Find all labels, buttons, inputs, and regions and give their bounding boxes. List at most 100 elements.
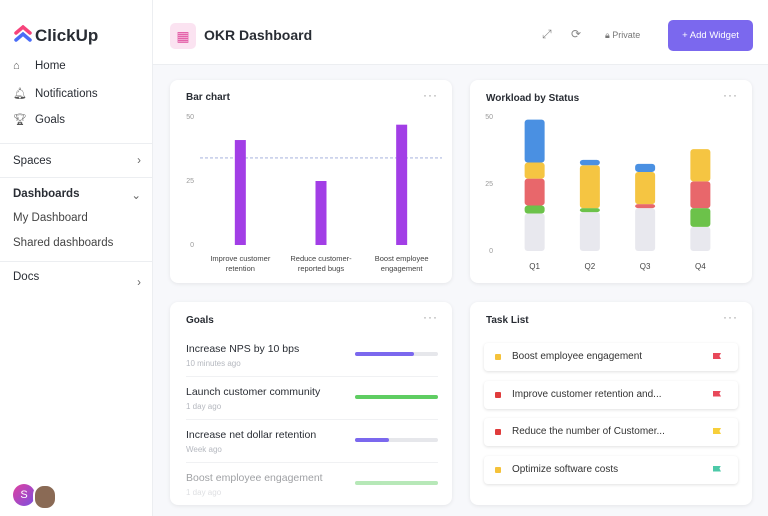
goal-item[interactable]: Boost employee engagement 1 day ago bbox=[170, 469, 452, 505]
privacy-label: Private bbox=[612, 30, 641, 40]
refresh-button[interactable]: ⟳ bbox=[571, 27, 582, 41]
dashboard-link[interactable]: Shared dashboards bbox=[13, 237, 114, 249]
priority-flag bbox=[713, 390, 721, 397]
divider bbox=[186, 462, 438, 463]
y-tick-label: 25 bbox=[485, 181, 493, 188]
privacy-button[interactable]: 🔒︎ Private bbox=[605, 30, 641, 40]
menu-button[interactable]: ··· bbox=[423, 310, 438, 324]
divider bbox=[186, 419, 438, 420]
nav-item[interactable]: ⌂ Home bbox=[13, 60, 66, 72]
priority-flag bbox=[713, 353, 721, 359]
nav-item[interactable]: 🔔︎ Notifications bbox=[13, 87, 98, 100]
divider bbox=[0, 177, 152, 178]
x-tick-label: Boost employee engagement bbox=[374, 254, 429, 273]
widget-title: Bar chart bbox=[186, 92, 230, 103]
sidebar: ClickUp Spaces › Dashboards ⌄ Docs › S ⌂ Hom… bbox=[0, 0, 153, 516]
status-dot bbox=[495, 429, 501, 435]
task-item[interactable]: Improve customer retention and... bbox=[484, 380, 738, 409]
progress-fill bbox=[355, 395, 438, 399]
y-tick-label: 25 bbox=[186, 178, 194, 185]
bar-segment bbox=[635, 208, 656, 251]
nav-label: Home bbox=[35, 60, 66, 72]
widget-title: Workload by Status bbox=[486, 93, 580, 104]
chevron: › bbox=[137, 155, 141, 167]
dashboards-label: Dashboards bbox=[13, 188, 80, 200]
x-tick-label: Reduce customer-reported bugs bbox=[290, 254, 352, 273]
dashboard-link[interactable]: My Dashboard bbox=[13, 212, 88, 224]
y-tick-label: 50 bbox=[186, 114, 194, 121]
y-tick-label: 0 bbox=[190, 242, 194, 249]
goal-time: 1 day ago bbox=[186, 488, 222, 497]
goal-time: 10 minutes ago bbox=[186, 359, 241, 368]
goals-widget: ··· Goals Increase NPS by 10 bps 10 minutes… bbox=[170, 302, 452, 505]
progress-fill bbox=[355, 438, 390, 442]
goal-item[interactable]: Increase NPS by 10 bps 10 minutes ago bbox=[170, 340, 452, 383]
dashboards-link[interactable]: Dashboards ⌄ bbox=[13, 188, 141, 202]
bar-segment bbox=[579, 159, 600, 166]
avatar-photo bbox=[33, 484, 57, 510]
task-name: Optimize software costs bbox=[512, 463, 619, 475]
avatar[interactable]: S bbox=[13, 484, 35, 506]
bar-segment bbox=[579, 165, 600, 209]
nav-label: Notifications bbox=[35, 87, 98, 100]
header: ▦ OKR Dashboard ⤢ ⟳ 🔒︎ Private + Add Wid… bbox=[153, 0, 768, 65]
add-widget-button[interactable]: + Add Widget bbox=[668, 20, 753, 51]
progress-track bbox=[355, 481, 438, 485]
nav-item[interactable]: 🏆︎ Goals bbox=[13, 113, 65, 126]
spaces-label: Spaces bbox=[13, 155, 52, 167]
x-tick-label: Q1 bbox=[529, 262, 540, 271]
chevron: ⌄ bbox=[131, 190, 141, 202]
task-item[interactable]: Optimize software costs bbox=[484, 455, 738, 484]
progress-fill bbox=[355, 352, 414, 356]
x-tick-label: Improve customer retention bbox=[210, 254, 271, 273]
workload-widget: ··· Workload by Status 0 25 50 Q1 Q2 Q3 Q4 bbox=[470, 80, 752, 283]
widget-title: Task List bbox=[486, 315, 529, 326]
bar-segment bbox=[635, 171, 656, 205]
task-name: Reduce the number of Customer... bbox=[512, 426, 665, 437]
task-item[interactable]: Reduce the number of Customer... bbox=[484, 418, 738, 446]
bar-chart-widget: ··· Bar chart 0 25 50 Improve customer retent… bbox=[170, 80, 452, 283]
y-tick-label: 50 bbox=[485, 114, 493, 121]
bar-segment bbox=[579, 212, 600, 251]
goal-name: Launch customer community bbox=[186, 386, 321, 398]
divider bbox=[0, 143, 152, 144]
nav-icon: 🏆︎ bbox=[13, 114, 27, 126]
task-name: Boost employee engagement bbox=[512, 351, 643, 362]
menu-button[interactable]: ··· bbox=[723, 310, 738, 324]
y-tick-label: 0 bbox=[489, 248, 493, 255]
bar-segment bbox=[690, 226, 711, 251]
bar-segment bbox=[524, 119, 545, 163]
expand-button[interactable]: ⤢ bbox=[542, 27, 552, 41]
menu-button[interactable]: ··· bbox=[423, 88, 438, 102]
chart: 0 25 50 Q1 Q2 Q3 Q4 bbox=[485, 114, 711, 271]
bar-segment bbox=[524, 178, 545, 206]
bar bbox=[396, 124, 408, 245]
menu-button[interactable]: ··· bbox=[723, 88, 738, 102]
status-dot bbox=[495, 354, 501, 360]
task-item[interactable]: Boost employee engagement bbox=[484, 343, 738, 371]
bar bbox=[315, 181, 327, 245]
goal-item[interactable]: Increase net dollar retention Week ago bbox=[170, 426, 452, 469]
progress-fill bbox=[355, 481, 438, 485]
bar-segment bbox=[690, 208, 711, 227]
docs-link[interactable]: Docs › bbox=[13, 271, 141, 289]
bar-segment bbox=[690, 181, 711, 209]
bar bbox=[234, 140, 246, 245]
progress-track bbox=[355, 438, 438, 442]
goal-item[interactable]: Launch customer community 1 day ago bbox=[170, 383, 452, 426]
bar-segment bbox=[690, 149, 711, 182]
bar-segment bbox=[524, 205, 545, 214]
docs-label: Docs bbox=[13, 271, 40, 283]
priority-flag bbox=[713, 465, 721, 472]
x-tick-label: Q4 bbox=[695, 262, 706, 271]
widget-title: Goals bbox=[186, 315, 214, 326]
x-tick-label: Q3 bbox=[640, 262, 651, 271]
dashboard-icon: ▦ bbox=[170, 23, 196, 49]
spaces-link[interactable]: Spaces › bbox=[13, 155, 141, 167]
bar-segment bbox=[635, 204, 656, 209]
task-name: Improve customer retention and... bbox=[512, 388, 662, 400]
goal-time: 1 day ago bbox=[186, 402, 222, 411]
divider bbox=[186, 376, 438, 377]
chevron: › bbox=[137, 277, 141, 289]
logo-icon bbox=[14, 25, 32, 42]
